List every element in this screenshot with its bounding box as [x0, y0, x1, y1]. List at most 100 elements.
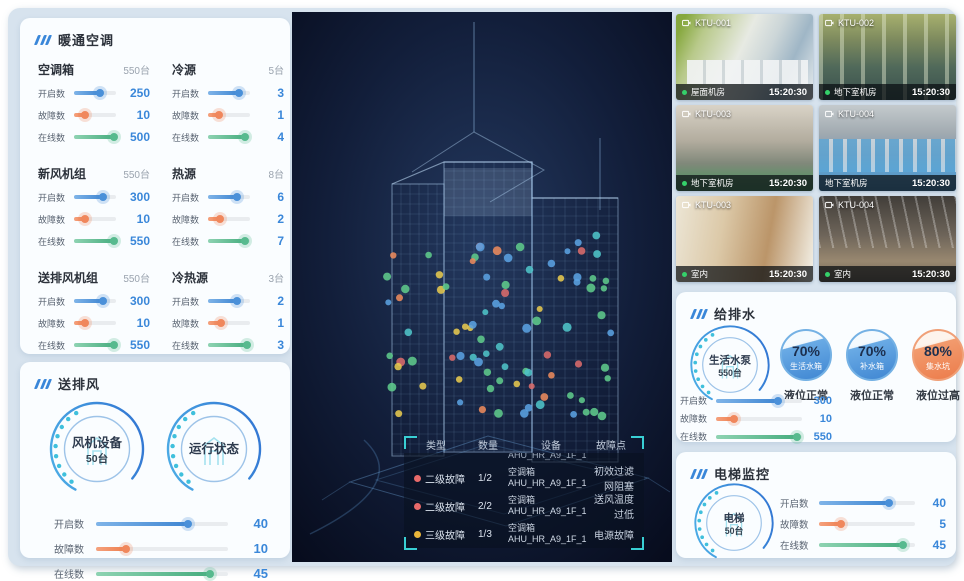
fault-row[interactable]: 二级故障 2/2 空调箱 AHU_HR_A9_1F_1 送风温度过低	[404, 492, 644, 521]
building-icon	[725, 512, 743, 537]
camera-icon	[682, 201, 691, 209]
camera-id-label: KTU-003	[695, 200, 732, 210]
metric-value: 4	[277, 130, 284, 144]
metric-row: 在线数 550	[680, 430, 832, 443]
building-icon	[86, 436, 107, 465]
metric-value: 1	[277, 108, 284, 122]
metric-bar	[208, 237, 250, 245]
metric-bar-knob	[98, 193, 107, 201]
camera-location: 屋面机房	[691, 87, 726, 97]
svg-text:运行状态: 运行状态	[188, 441, 239, 456]
metric-bar-knob	[96, 89, 105, 97]
metric-row: 开启数 40	[54, 516, 268, 531]
metric-bar-knob	[730, 414, 739, 423]
metric-bar	[74, 111, 116, 119]
metric-row: 开启数 40	[780, 496, 946, 510]
water-tank-indicators: 70% 生活水箱 液位正常 70% 补水箱 液位正常 80% 集水坑 液位过高	[780, 329, 964, 403]
metric-row: 故障数 10	[54, 541, 268, 556]
fault-row-clipped[interactable]: AHU_HR_A9_1F_1	[404, 453, 644, 464]
metric-label: 在线数	[780, 541, 809, 552]
camera-status-bar: 室内 15:20:30	[676, 266, 813, 282]
circular-gauge: 风机设备 50台	[47, 399, 147, 504]
metric-label: 开启数	[780, 499, 809, 510]
metric-bar	[74, 89, 116, 97]
fault-row[interactable]: 三级故障 1/3 空调箱 AHU_HR_A9_1F_1 电源故障	[404, 520, 644, 548]
fault-level-label: 二级故障	[425, 502, 465, 514]
camera-location: 地下室机房	[834, 87, 877, 97]
fault-row[interactable]: 二级故障 1/2 空调箱 AHU_HR_A9_1F_1 初效过滤网阻塞	[404, 464, 644, 493]
metric-value: 300	[129, 294, 150, 308]
metric-bar-fill	[74, 113, 85, 117]
metric-row: 开启数 300	[38, 294, 150, 308]
hvac-group-count: 3台	[268, 274, 284, 285]
hvac-group: 热源 8台 开启数 6 故障数 2 在线数 7	[172, 165, 284, 256]
metric-bar	[74, 319, 116, 327]
metric-label: 开启数	[54, 520, 84, 531]
metric-value: 250	[129, 86, 150, 100]
metric-bar-fill	[74, 321, 85, 325]
fault-device: 空调箱 AHU_HR_A9_1F_1	[508, 523, 594, 545]
metric-value: 1	[277, 316, 284, 330]
building-3d-view[interactable]: 类型 数量 设备 故障点 AHU_HR_A9_1F_1 二级故障 1/2 空调箱 AHU_HR…	[292, 12, 672, 562]
fault-level-dot	[414, 530, 421, 538]
metric-bar-knob	[80, 319, 89, 327]
metric-bar	[74, 193, 116, 201]
water-tank-circle: 70% 生活水箱	[780, 329, 832, 381]
metric-bar	[208, 341, 251, 349]
camera-status-bar: 室内 15:20:30	[819, 266, 956, 282]
metric-bar-knob	[792, 432, 801, 441]
bracket-icon	[631, 436, 644, 449]
metric-bar	[819, 499, 915, 507]
metric-bar-knob	[122, 544, 131, 553]
live-dot-icon	[825, 271, 830, 277]
camera-feed-ktu-003[interactable]: KTU-003 地下室机房 15:20:30	[676, 105, 813, 191]
camera-feed-ktu-004[interactable]: KTU-004 地下室机房 15:20:30	[819, 105, 956, 191]
water-body: 生活水泵 550台 70% 生活水箱 液位正常 70% 补水箱 液位正常 80% 集水坑 液位过高…	[676, 325, 964, 445]
camera-feed-ktu-001[interactable]: KTU-001 屋面机房 15:20:30	[676, 14, 813, 100]
fault-point: 电源故障	[594, 530, 634, 542]
metric-row: 故障数 10	[38, 108, 150, 122]
metric-bar-fill	[74, 299, 103, 303]
camera-status-bar: 地下室机房 15:20:30	[676, 175, 813, 191]
metric-bar-knob	[110, 341, 119, 349]
camera-grid: KTU-001 屋面机房 15:20:30 KTU-002 地下室机房 15:20:30…	[676, 14, 956, 282]
panel-elevator: 电梯监控 电梯 50台 开启数 40 故障数 5 在线数 45	[676, 452, 956, 563]
metric-bar-fill	[96, 521, 189, 526]
circular-gauge: 运行状态	[164, 399, 264, 504]
panel-hvac-header: 暖通空调	[20, 18, 290, 53]
metric-bar-fill	[208, 217, 220, 221]
circular-gauge: 生活水泵 550台	[688, 323, 772, 412]
svg-text:50台: 50台	[725, 525, 744, 536]
camera-status-bar: 地下室机房 15:20:30	[819, 84, 956, 100]
metric-bar	[208, 193, 250, 201]
metric-bar-fill	[208, 135, 246, 139]
metric-label: 开启数	[172, 296, 200, 307]
camera-feed-ktu-002[interactable]: KTU-002 地下室机房 15:20:30	[819, 14, 956, 100]
fault-table: 类型 数量 设备 故障点 AHU_HR_A9_1F_1 二级故障 1/2 空调箱 AHU_HR…	[404, 436, 644, 550]
metric-bar-knob	[184, 519, 193, 528]
metric-label: 在线数	[38, 340, 66, 351]
camera-id-label: KTU-003	[695, 109, 732, 119]
camera-feed-ktu-003[interactable]: KTU-003 室内 15:20:30	[676, 196, 813, 282]
camera-id: KTU-004	[825, 109, 874, 119]
panel-fan: 送排风 风机设备 50台 运行状态 开启数 40 故障数 10 在线数 45	[20, 362, 290, 581]
camera-location: 地下室机房	[691, 178, 734, 188]
svg-text:电梯: 电梯	[724, 511, 745, 524]
live-dot-icon	[682, 180, 687, 186]
bracket-icon	[404, 436, 417, 449]
metric-bar-knob	[773, 396, 782, 405]
fault-device-id: AHU_HR_A9_1F_1	[508, 453, 587, 460]
panel-fan-header: 送排风	[20, 362, 290, 397]
metric-bar-fill	[74, 91, 101, 95]
tank-percent: 70%	[791, 343, 821, 359]
camera-feed-ktu-004[interactable]: KTU-004 室内 15:20:30	[819, 196, 956, 282]
metric-row: 开启数 2	[172, 294, 284, 308]
elevator-metrics: 开启数 40 故障数 5 在线数 45	[780, 489, 946, 559]
tank-name: 补水箱	[860, 362, 884, 371]
metric-row: 故障数 1	[172, 316, 284, 330]
fault-qty: 1/2	[478, 472, 492, 484]
metric-label: 在线数	[38, 132, 66, 143]
camera-id-label: KTU-004	[838, 200, 875, 210]
hvac-group-name: 送排风机组	[38, 271, 99, 285]
metric-label: 开启数	[38, 296, 66, 307]
